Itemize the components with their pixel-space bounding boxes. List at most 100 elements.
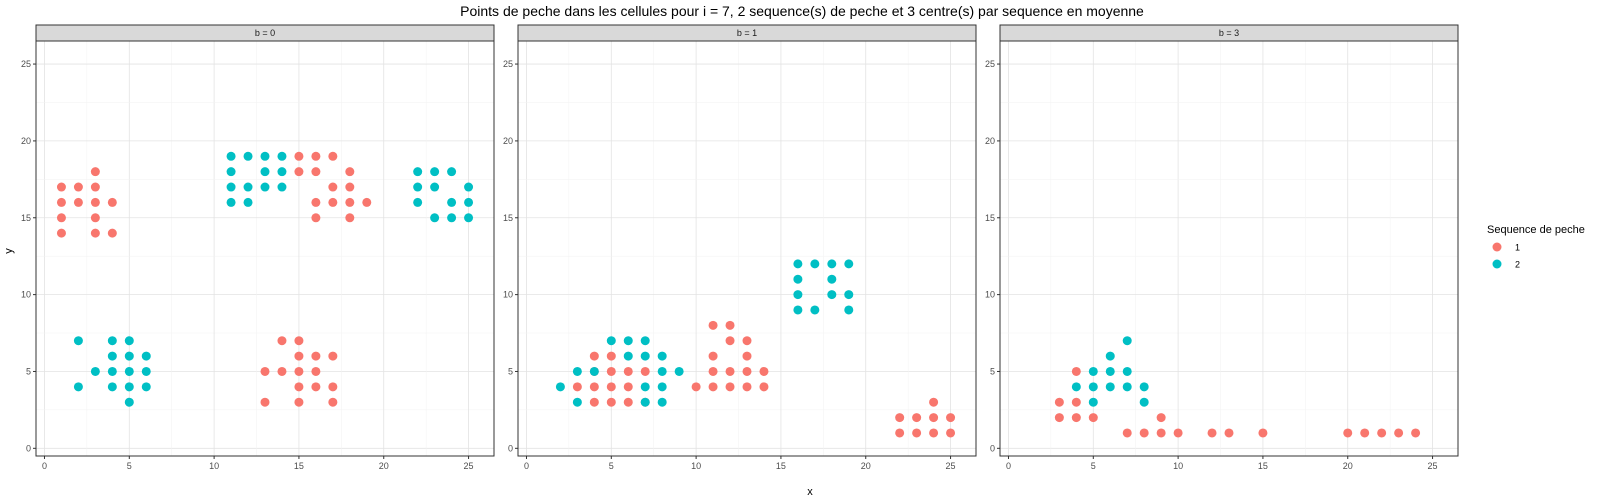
x-tick-label: 0	[42, 461, 47, 471]
data-point	[345, 182, 355, 192]
plot-background	[36, 41, 494, 456]
chart-title: Points de peche dans les cellules pour i…	[460, 3, 1144, 19]
data-point	[311, 167, 321, 177]
data-point	[362, 197, 372, 207]
x-tick-label: 10	[691, 461, 701, 471]
data-point	[742, 336, 752, 346]
data-point	[413, 182, 423, 192]
data-point	[226, 197, 236, 207]
data-point	[464, 182, 474, 192]
x-tick-label: 25	[1428, 461, 1438, 471]
series-2	[555, 259, 854, 407]
data-point	[844, 305, 854, 315]
data-point	[90, 197, 100, 207]
x-tick-label: 15	[1258, 461, 1268, 471]
data-point	[657, 397, 667, 407]
data-point	[73, 382, 83, 392]
data-point	[844, 259, 854, 269]
panel-border	[35, 40, 495, 457]
facet-panel: b = 3 0 5 10 15 20 25 0 5 10 15 20 25	[985, 24, 1459, 471]
data-point	[56, 182, 66, 192]
data-point	[1088, 382, 1098, 392]
data-point	[226, 167, 236, 177]
data-point	[1258, 428, 1268, 438]
data-point	[464, 213, 474, 223]
data-point	[124, 336, 134, 346]
data-point	[107, 228, 117, 238]
series-1	[572, 320, 956, 438]
series-2	[1071, 336, 1149, 407]
data-point	[294, 167, 304, 177]
data-point	[793, 274, 803, 284]
data-point	[345, 213, 355, 223]
data-point	[555, 382, 565, 392]
y-tick-label: 20	[21, 136, 31, 146]
data-point	[708, 320, 718, 330]
data-point	[793, 305, 803, 315]
data-point	[107, 351, 117, 361]
data-point	[90, 213, 100, 223]
data-point	[946, 428, 956, 438]
x-tick-label: 15	[294, 461, 304, 471]
series-1	[1054, 366, 1421, 438]
gridlines	[36, 41, 494, 456]
data-point	[243, 151, 253, 161]
data-point	[606, 366, 616, 376]
facet-strip-label: b = 3	[1219, 28, 1239, 38]
data-point	[90, 167, 100, 177]
data-point	[107, 197, 117, 207]
data-point	[1122, 336, 1132, 346]
data-point	[294, 382, 304, 392]
data-point	[413, 167, 423, 177]
data-point	[929, 397, 939, 407]
data-point	[124, 366, 134, 376]
data-point	[1343, 428, 1353, 438]
data-point	[447, 213, 457, 223]
data-point	[623, 336, 633, 346]
facet-panel: b = 1 0 5 10 15 20 25 0 5 10 15 20 25	[503, 24, 977, 471]
legend-label: 1	[1515, 243, 1520, 253]
data-point	[311, 366, 321, 376]
data-point	[1394, 428, 1404, 438]
x-tick-label: 25	[946, 461, 956, 471]
data-point	[725, 366, 735, 376]
y-tick-label: 15	[503, 213, 513, 223]
data-point	[90, 366, 100, 376]
data-point	[929, 413, 939, 423]
data-point	[895, 428, 905, 438]
y-axis-label: y	[3, 248, 15, 254]
data-point	[243, 197, 253, 207]
data-point	[725, 320, 735, 330]
data-point	[759, 366, 769, 376]
y-tick-label: 5	[990, 366, 995, 376]
data-point	[1105, 382, 1115, 392]
data-point	[260, 397, 270, 407]
y-tick-label: 5	[26, 366, 31, 376]
data-point	[124, 351, 134, 361]
data-point	[73, 197, 83, 207]
data-point	[141, 382, 151, 392]
data-point	[107, 336, 117, 346]
data-point	[674, 366, 684, 376]
y-tick-label: 10	[21, 290, 31, 300]
data-point	[708, 351, 718, 361]
x-tick-label: 20	[1343, 461, 1353, 471]
y-tick-label: 10	[503, 290, 513, 300]
y-tick-label: 10	[985, 290, 995, 300]
x-tick-label: 25	[464, 461, 474, 471]
x-tick-label: 0	[1006, 461, 1011, 471]
data-point	[623, 351, 633, 361]
data-point	[447, 197, 457, 207]
data-point	[1105, 366, 1115, 376]
x-tick-label: 20	[379, 461, 389, 471]
data-point	[311, 213, 321, 223]
y-tick-label: 0	[508, 443, 513, 453]
data-point	[1071, 397, 1081, 407]
legend: Sequence de peche 1 2	[1487, 224, 1585, 270]
legend-key	[1492, 242, 1502, 252]
data-point	[844, 290, 854, 300]
data-point	[277, 366, 287, 376]
gridlines	[1000, 41, 1458, 456]
data-point	[90, 182, 100, 192]
